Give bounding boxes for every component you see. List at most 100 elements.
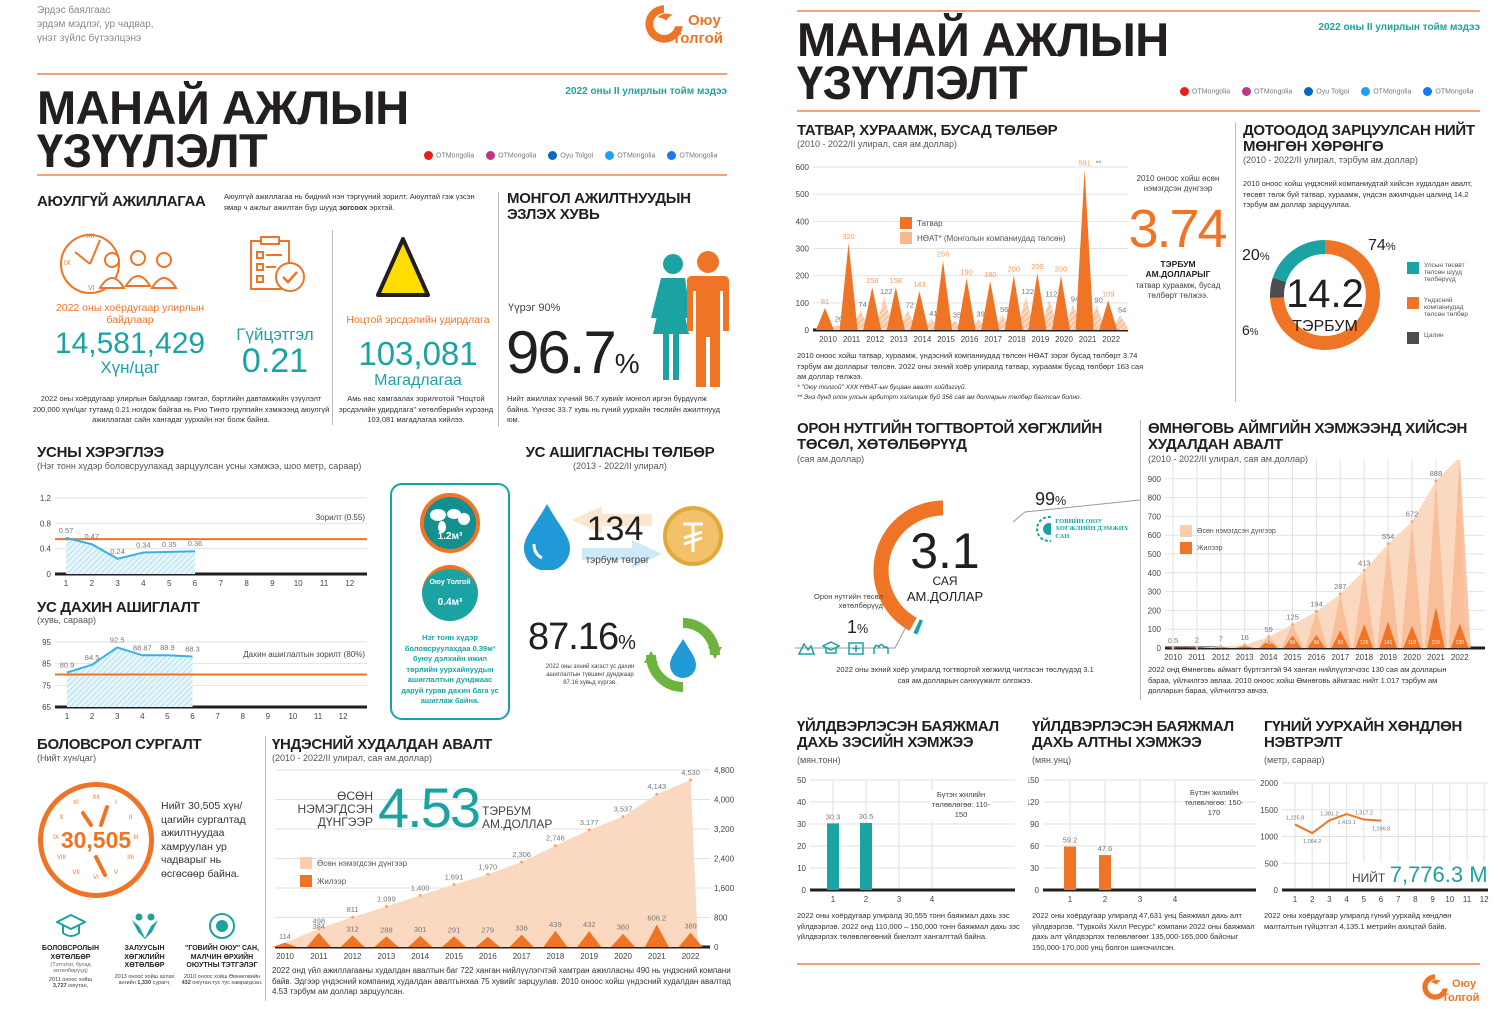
cumulative-point: [1171, 646, 1175, 650]
y-tick-label: 500: [1148, 550, 1162, 559]
x-tick-label: 11: [1463, 895, 1472, 903]
data-label: 320: [842, 232, 855, 241]
x-tick-label: 2022: [1102, 335, 1120, 344]
cumulative-point: [1291, 623, 1294, 626]
x-tick-label: 12: [345, 579, 354, 588]
data-label: 1,225.8: [1286, 815, 1304, 821]
y-tick-label: 95: [42, 638, 51, 647]
value-number: 96.7: [506, 319, 617, 386]
cumulative-label: 4,143: [647, 782, 666, 791]
annual-peak: [543, 930, 568, 947]
social-youtube[interactable]: OTMongolia: [1180, 87, 1230, 96]
cumulative-point: [1219, 645, 1223, 649]
total-label: НИЙТ: [1352, 871, 1386, 885]
social-label: OTMongolia: [436, 152, 475, 160]
procurement-heading: ҮНДЭСНИЙ ХУДАЛДАН АВАЛТ: [272, 736, 492, 753]
legend-swatch: [1407, 262, 1419, 274]
divider: [797, 10, 1480, 12]
x-tick-label: 2022: [682, 952, 700, 961]
social-youtube[interactable]: OTMongolia: [424, 151, 474, 160]
x-tick-label: 2010: [276, 952, 294, 961]
y-tick-label: 0: [47, 570, 52, 579]
social-twitter[interactable]: OTMongolia: [605, 151, 655, 160]
procurement-sub: (2010 - 2022/II улирал, сая ам.доллар): [272, 753, 433, 763]
program-title: БОЛОВСРОЛЫН ХӨТӨЛБӨР: [41, 945, 100, 961]
legend-label: Улсын төсөвт төлсөн шууд төлбөрүүд: [1424, 262, 1465, 283]
x-tick-label: 2020: [1403, 653, 1421, 662]
y-tick-label: 600: [796, 163, 810, 172]
data-label: 0.34: [136, 540, 151, 549]
divider: [265, 736, 266, 1001]
social-facebook[interactable]: OTMongolia: [1423, 87, 1474, 96]
twitter-icon: [605, 151, 615, 160]
data-label: 1,064.2: [1303, 839, 1321, 845]
y-tick-label: 65: [42, 703, 51, 712]
annual-peak: [1331, 630, 1350, 648]
x-tick-label: 2017: [1331, 653, 1349, 662]
oyu-tolgoi-water-icon: Оюу Толгой 0.4м³: [422, 565, 478, 621]
annual-label: 118: [1408, 640, 1416, 646]
annual-peak: [577, 931, 602, 947]
water-fee-value: 134: [586, 510, 644, 548]
x-tick-label: 2011: [1188, 653, 1206, 662]
legend-label: Өсөн нэмэгдсэн дүнгээр: [1197, 527, 1276, 535]
gobi-oyu-fund-logo: ГОВИЙН ОЮУ ХӨГЖЛИЙН ДЭМЖИХ САН: [1035, 515, 1135, 543]
data-label: 190: [960, 267, 973, 276]
annual-peak: [1379, 621, 1397, 648]
gold-heading: ҮЙЛДВЭРЛЭСЭН БАЯЖМАЛ ДАХЬ АЛТНЫ ХЭМЖЭЭ: [1032, 718, 1234, 751]
social-label: OTMongolia: [1373, 88, 1412, 96]
intro-text: Аюулгүй ажиллагаа нь бидний нэн тэргүүни…: [224, 192, 475, 212]
y-tick-label: 2000: [1260, 779, 1278, 788]
social-linkedin[interactable]: Oyu Tolgoi: [1304, 87, 1349, 96]
social-linkedin[interactable]: Oyu Tolgoi: [548, 151, 593, 160]
local-sub: (сая ам.доллар): [797, 454, 865, 464]
data-label: 0.24: [110, 547, 125, 556]
x-tick-label: 2016: [1308, 653, 1326, 662]
page-title: МАНАЙ АЖЛЫН ҮЗҮҮЛЭЛТ: [797, 16, 1169, 106]
y-tick-label: 800: [1148, 494, 1162, 503]
cumulative-peak: [1448, 460, 1471, 648]
hours-value: 14,581,429: [54, 327, 206, 360]
cumulative-label: 888: [1430, 469, 1443, 478]
data-label: 1,296.8: [1372, 827, 1390, 833]
divider: [797, 110, 1480, 112]
bar-label: 47.6: [1098, 844, 1113, 853]
social-instagram[interactable]: OTMongolia: [486, 151, 536, 160]
x-tick-label: 9: [1430, 895, 1435, 903]
social-twitter[interactable]: OTMongolia: [1361, 87, 1411, 96]
x-tick-label: 3: [115, 712, 120, 721]
cumulative-label: 194: [1310, 600, 1323, 609]
y-tick-label: 1000: [1260, 833, 1278, 842]
x-tick-label: 2010: [1164, 653, 1182, 662]
cumulative-point: [689, 778, 693, 782]
social-instagram[interactable]: OTMongolia: [1242, 87, 1292, 96]
x-tick-label: 2014: [914, 335, 932, 344]
x-tick-label: 1: [1068, 895, 1073, 903]
clock-numeral: V: [113, 869, 118, 876]
program-count: 1,330: [137, 979, 152, 986]
cumulative-point: [1338, 592, 1342, 596]
annual-label: 9: [1243, 640, 1246, 646]
x-tick-label: 7: [219, 579, 224, 588]
cumulative-label: 413: [1358, 558, 1371, 567]
annual-label: 389: [684, 922, 697, 931]
annual-peak: [475, 936, 500, 947]
y-tick-label: 1500: [1260, 806, 1278, 815]
cumulative-label: 1,400: [411, 883, 430, 892]
procurement-big-value: 4.53: [378, 776, 481, 839]
y-tick-label: 300: [1148, 588, 1162, 597]
x-tick-label: 2022: [1451, 653, 1469, 662]
x-tick-label: 2018: [1355, 653, 1373, 662]
annual-label: 66: [1290, 640, 1296, 646]
bar: [1064, 846, 1076, 890]
x-tick-label: 8: [244, 579, 249, 588]
annual-label: 130: [1456, 640, 1465, 646]
annual-label: 216: [1432, 640, 1441, 646]
x-tick-label: 2021: [1079, 335, 1097, 344]
facebook-icon: [1423, 87, 1433, 96]
social-facebook[interactable]: OTMongolia: [667, 151, 718, 160]
data-label: 122: [1022, 287, 1035, 296]
percent-sign: %: [857, 622, 868, 636]
y-tick-label: 0: [805, 326, 810, 335]
x-tick-label: 2: [90, 579, 95, 588]
